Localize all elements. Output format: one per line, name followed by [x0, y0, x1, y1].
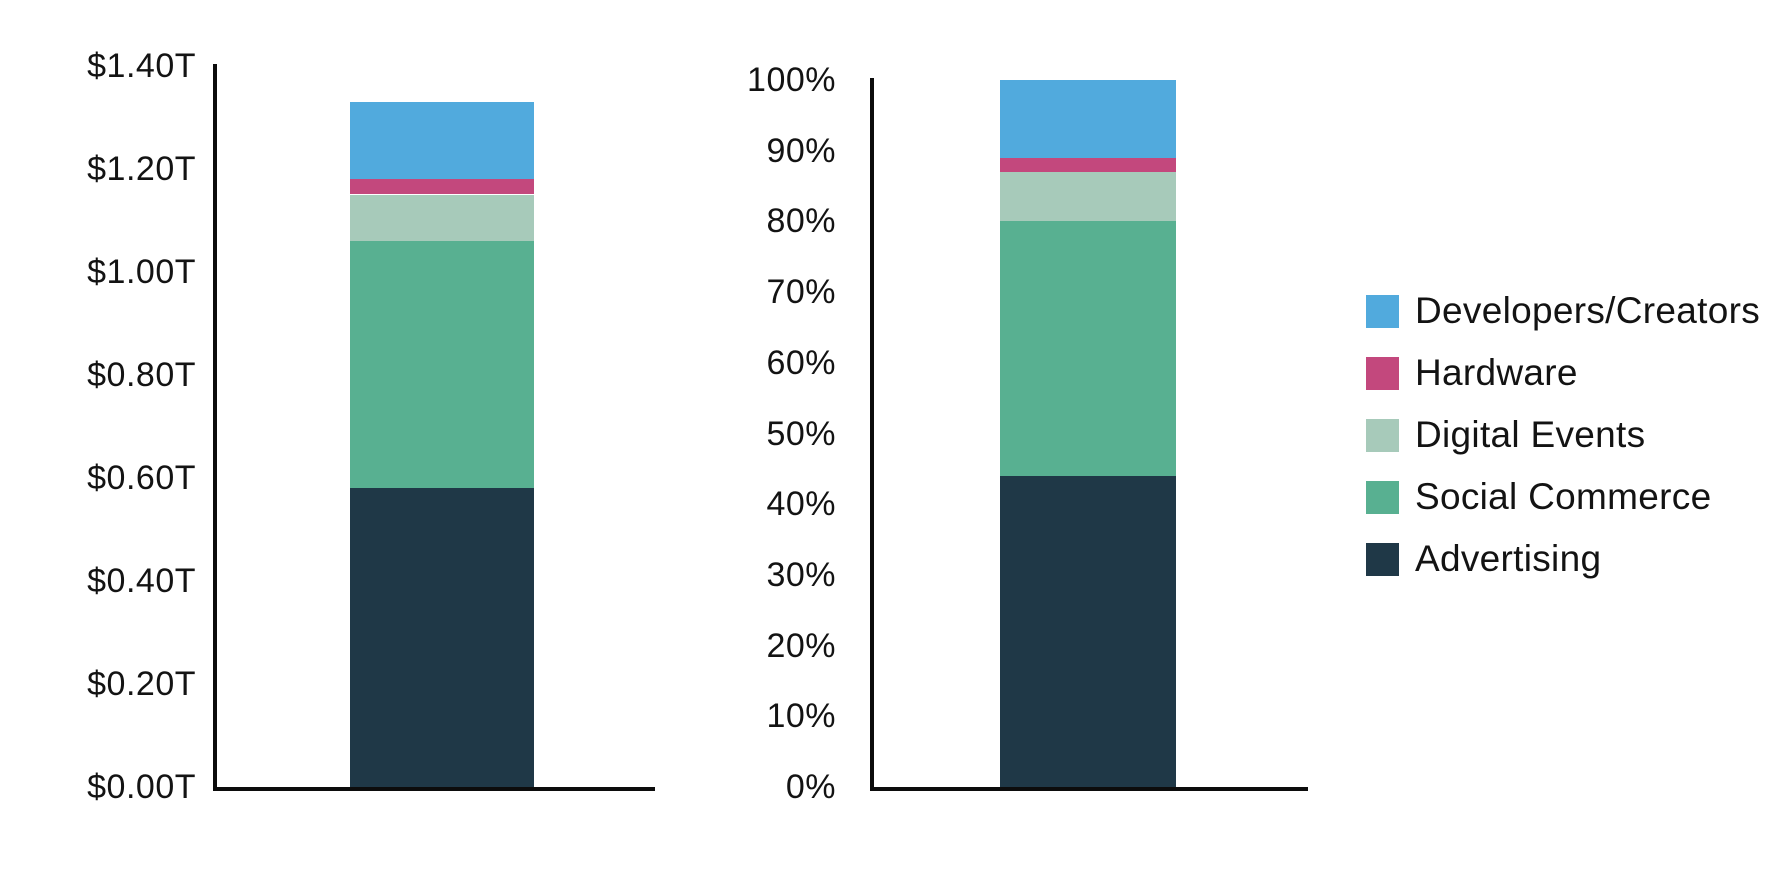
legend-item-digital-events: Digital Events	[1366, 404, 1760, 466]
legend-swatch-icon	[1366, 356, 1399, 390]
bar-segment-digital-events	[1000, 172, 1176, 221]
y-tick-label: 70%	[766, 273, 836, 311]
y-axis-line	[870, 78, 874, 791]
legend-label: Developers/Creators	[1415, 290, 1761, 331]
legend-swatch-icon	[1366, 418, 1399, 452]
y-tick-label: 20%	[766, 627, 836, 665]
legend-item-advertising: Advertising	[1366, 528, 1760, 590]
legend-item-hardware: Hardware	[1366, 342, 1760, 404]
y-tick-label: 90%	[766, 132, 836, 170]
bar-segment-hardware	[350, 179, 534, 194]
legend-label: Hardware	[1415, 352, 1578, 393]
bar-segment-digital-events	[350, 195, 534, 241]
y-tick-label: 80%	[766, 202, 836, 240]
y-tick-label: $0.80T	[87, 356, 196, 394]
legend-swatch-icon	[1366, 542, 1399, 576]
bar-segment-advertising	[350, 488, 534, 787]
y-tick-label: 0%	[785, 768, 836, 806]
y-tick-label: 10%	[766, 697, 836, 735]
legend: Developers/Creators Hardware Digital Event…	[1366, 280, 1760, 590]
y-tick-label: $0.20T	[87, 665, 196, 703]
legend-label: Social Commerce	[1415, 476, 1712, 517]
y-tick-label: 100%	[747, 61, 836, 99]
y-tick-label: 40%	[766, 485, 836, 523]
bar-segment-hardware	[1000, 158, 1176, 172]
legend-item-developers-creators: Developers/Creators	[1366, 280, 1760, 342]
legend-item-social-commerce: Social Commerce	[1366, 466, 1760, 528]
y-tick-label: 60%	[766, 344, 836, 382]
x-axis-line	[213, 787, 655, 791]
y-tick-label: $0.00T	[87, 768, 196, 806]
legend-swatch-icon	[1366, 294, 1399, 328]
bar-segment-developers-creators	[1000, 80, 1176, 158]
bar-segment-social-commerce	[1000, 221, 1176, 476]
y-tick-label: $0.40T	[87, 562, 196, 600]
y-tick-label: 50%	[766, 415, 836, 453]
bar-segment-social-commerce	[350, 241, 534, 488]
y-tick-label: $1.20T	[87, 150, 196, 188]
y-tick-label: $0.60T	[87, 459, 196, 497]
y-tick-label: 30%	[766, 556, 836, 594]
y-tick-label: $1.00T	[87, 253, 196, 291]
y-tick-label: $1.40T	[87, 47, 196, 85]
bar-segment-developers-creators	[350, 102, 534, 179]
legend-label: Advertising	[1415, 538, 1602, 579]
x-axis-line	[870, 787, 1308, 791]
bar-segment-advertising	[1000, 476, 1176, 787]
legend-label: Digital Events	[1415, 414, 1646, 455]
y-axis-line	[213, 64, 217, 791]
legend-swatch-icon	[1366, 480, 1399, 514]
